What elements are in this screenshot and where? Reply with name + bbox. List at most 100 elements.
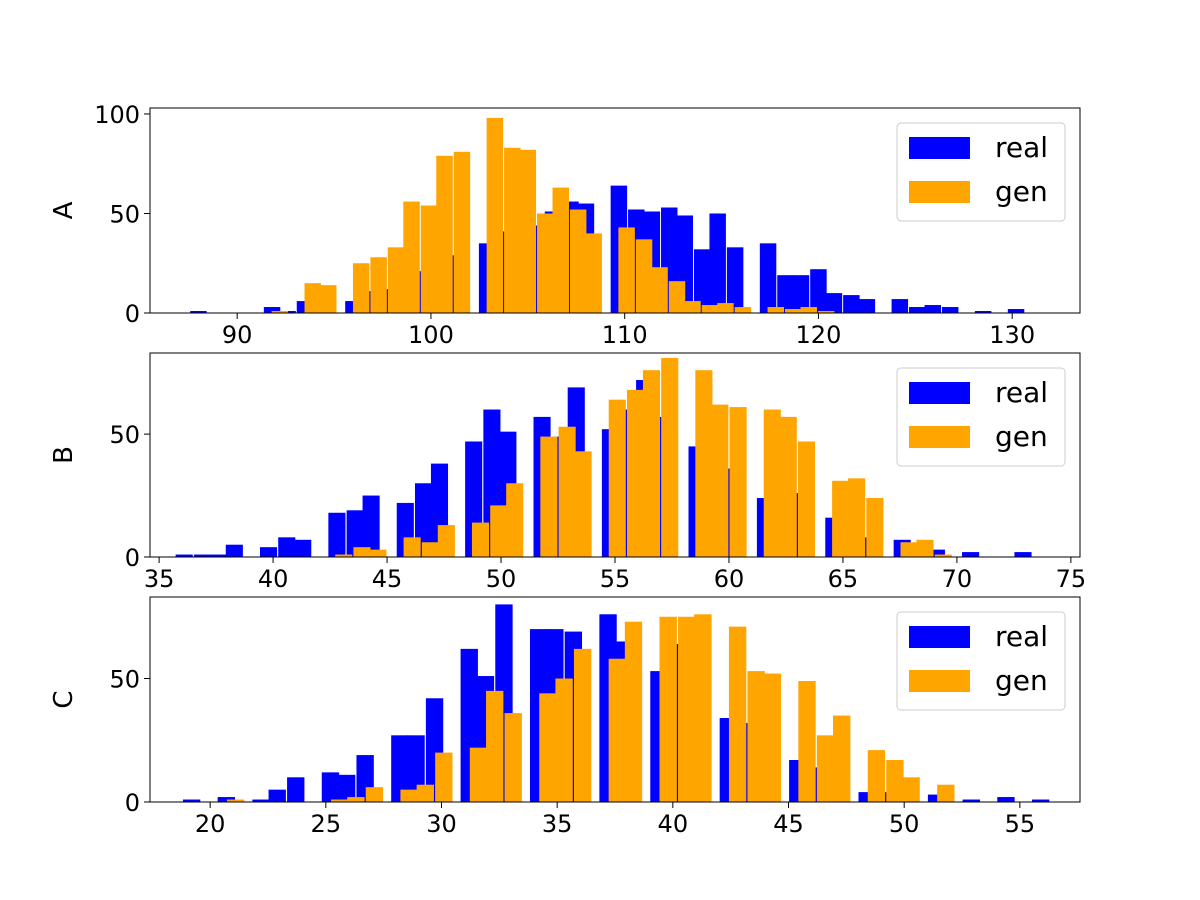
bar-real-c xyxy=(268,789,286,802)
bar-real-c xyxy=(391,735,409,802)
bar-real-a xyxy=(924,305,941,313)
bar-gen-b xyxy=(866,498,884,557)
x-tick-label-b: 70 xyxy=(942,565,973,593)
bar-gen-a xyxy=(552,187,569,313)
bar-gen-c xyxy=(886,760,904,802)
bar-gen-b xyxy=(900,542,918,557)
x-tick-label-a: 120 xyxy=(796,321,842,349)
y-tick-label-a: 0 xyxy=(125,300,140,328)
bar-gen-b xyxy=(403,537,421,557)
bar-gen-b xyxy=(335,554,353,557)
bar-gen-a xyxy=(387,247,405,313)
bar-gen-a xyxy=(668,281,686,313)
bar-gen-a xyxy=(370,257,387,313)
legend-swatch-gen xyxy=(909,181,970,203)
bar-gen-c xyxy=(798,680,816,802)
legend-swatch-gen xyxy=(909,426,970,448)
bar-gen-b xyxy=(695,370,713,557)
bar-gen-a xyxy=(651,267,668,313)
bar-real-b xyxy=(346,510,364,557)
bar-gen-b xyxy=(779,416,797,557)
bar-gen-a xyxy=(352,263,370,313)
y-tick-label-a: 100 xyxy=(94,101,140,129)
bar-real-c xyxy=(1032,799,1050,802)
bar-real-c xyxy=(877,792,895,802)
x-tick-label-c: 30 xyxy=(426,810,457,838)
bar-real-a xyxy=(792,275,810,313)
bar-gen-c xyxy=(694,614,712,802)
bar-gen-a xyxy=(684,301,701,313)
bar-real-a xyxy=(941,307,959,313)
bar-real-c xyxy=(217,797,236,802)
bar-real-a xyxy=(974,311,992,313)
bar-real-a xyxy=(825,293,843,313)
bar-real-b xyxy=(193,554,211,557)
bar-gen-a xyxy=(767,307,785,313)
axes-frame-a xyxy=(149,107,1081,314)
bar-real-b xyxy=(294,539,312,557)
bar-real-c xyxy=(287,777,305,802)
legend-swatch-real xyxy=(909,382,970,404)
bar-gen-c xyxy=(833,715,851,802)
bar-gen-a xyxy=(618,227,635,313)
bar-gen-b xyxy=(661,357,679,557)
bar-gen-c xyxy=(365,787,384,802)
bar-real-c xyxy=(252,799,270,802)
bar-real-a xyxy=(843,295,860,313)
legend-label-real: real xyxy=(995,131,1048,164)
x-tick-label-c: 25 xyxy=(311,810,342,838)
bar-gen-a xyxy=(403,201,420,313)
bar-gen-c xyxy=(937,784,955,802)
bar-gen-c xyxy=(555,678,573,802)
bar-gen-b xyxy=(608,399,626,557)
bar-real-b xyxy=(328,512,346,557)
bar-real-c xyxy=(997,797,1015,802)
bar-gen-c xyxy=(573,648,592,802)
bar-real-a xyxy=(759,243,777,313)
bar-real-c xyxy=(962,799,980,802)
bar-real-b xyxy=(927,549,945,557)
bar-gen-c xyxy=(435,752,453,802)
y-axis-label-a: A xyxy=(49,201,79,219)
bar-real-a xyxy=(891,299,909,313)
bar-gen-c xyxy=(469,747,488,802)
bar-real-a xyxy=(858,299,876,313)
bar-real-b xyxy=(362,495,380,557)
bar-gen-c xyxy=(902,777,920,802)
axes-frame-c xyxy=(149,596,1081,803)
bar-real-a xyxy=(709,213,726,313)
x-tick-label-c: 40 xyxy=(658,810,689,838)
bar-gen-b xyxy=(369,549,387,557)
bar-gen-c xyxy=(226,799,245,802)
x-tick-label-b: 65 xyxy=(828,565,859,593)
bar-gen-a xyxy=(537,213,554,313)
x-tick-label-c: 20 xyxy=(195,810,226,838)
bar-gen-c xyxy=(504,713,522,802)
x-tick-label-c: 35 xyxy=(542,810,573,838)
legend-b: real gen xyxy=(896,367,1066,467)
bar-real-a xyxy=(777,275,794,313)
bar-real-b xyxy=(278,537,296,557)
bar-real-c xyxy=(182,799,201,802)
bar-gen-b xyxy=(626,389,645,557)
y-tick-label-b: 50 xyxy=(109,421,140,449)
legend-swatch-real xyxy=(909,137,970,159)
bar-gen-b xyxy=(642,370,661,557)
x-tick-label-b: 60 xyxy=(714,565,745,593)
bar-gen-a xyxy=(800,307,817,313)
bar-real-c xyxy=(321,772,340,802)
bar-real-a xyxy=(263,307,281,313)
y-axis-label-c: C xyxy=(49,690,79,708)
bar-gen-b xyxy=(711,404,729,557)
bar-gen-a xyxy=(817,311,835,313)
x-tick-label-b: 75 xyxy=(1056,565,1087,593)
legend-swatch-real xyxy=(909,626,970,648)
legend-label-real: real xyxy=(995,620,1048,653)
bar-gen-b xyxy=(558,426,576,557)
legend-label-gen: gen xyxy=(995,664,1048,697)
bar-gen-b xyxy=(574,451,592,557)
bar-gen-b xyxy=(916,539,934,557)
bar-gen-b xyxy=(832,480,850,557)
